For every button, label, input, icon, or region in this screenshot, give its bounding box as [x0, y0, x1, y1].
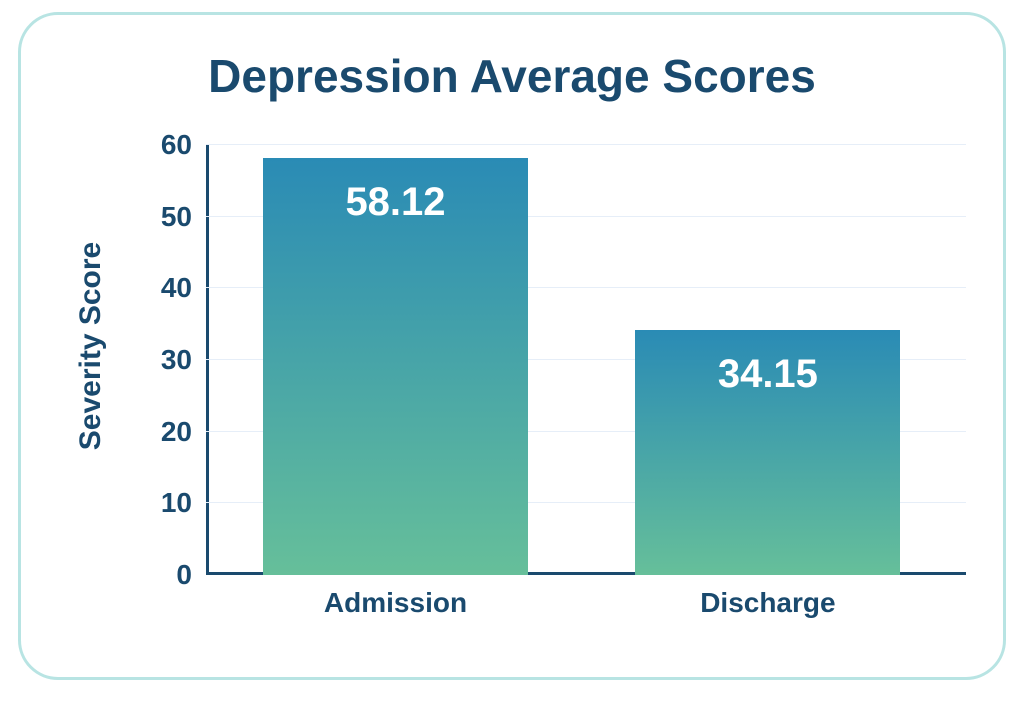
- x-tick-label: Discharge: [700, 587, 835, 619]
- y-tick-label: 60: [132, 129, 192, 161]
- chart-card: Depression Average Scores Severity Score…: [18, 12, 1006, 680]
- y-axis-line: [206, 145, 209, 575]
- x-tick-label: Admission: [324, 587, 467, 619]
- y-tick-label: 30: [132, 344, 192, 376]
- y-tick-label: 50: [132, 201, 192, 233]
- y-tick-label: 0: [132, 559, 192, 591]
- y-tick-label: 20: [132, 416, 192, 448]
- gridline: [206, 144, 966, 145]
- bar: 58.12: [263, 158, 528, 575]
- plot-area: 010203040506058.12Admission34.15Discharg…: [206, 145, 966, 575]
- y-tick-label: 40: [132, 272, 192, 304]
- y-tick-label: 10: [132, 487, 192, 519]
- bar-value-label: 34.15: [635, 352, 900, 397]
- bar-value-label: 58.12: [263, 180, 528, 225]
- y-axis-label: Severity Score: [74, 242, 108, 450]
- bar: 34.15: [635, 330, 900, 575]
- chart-title: Depression Average Scores: [21, 49, 1003, 103]
